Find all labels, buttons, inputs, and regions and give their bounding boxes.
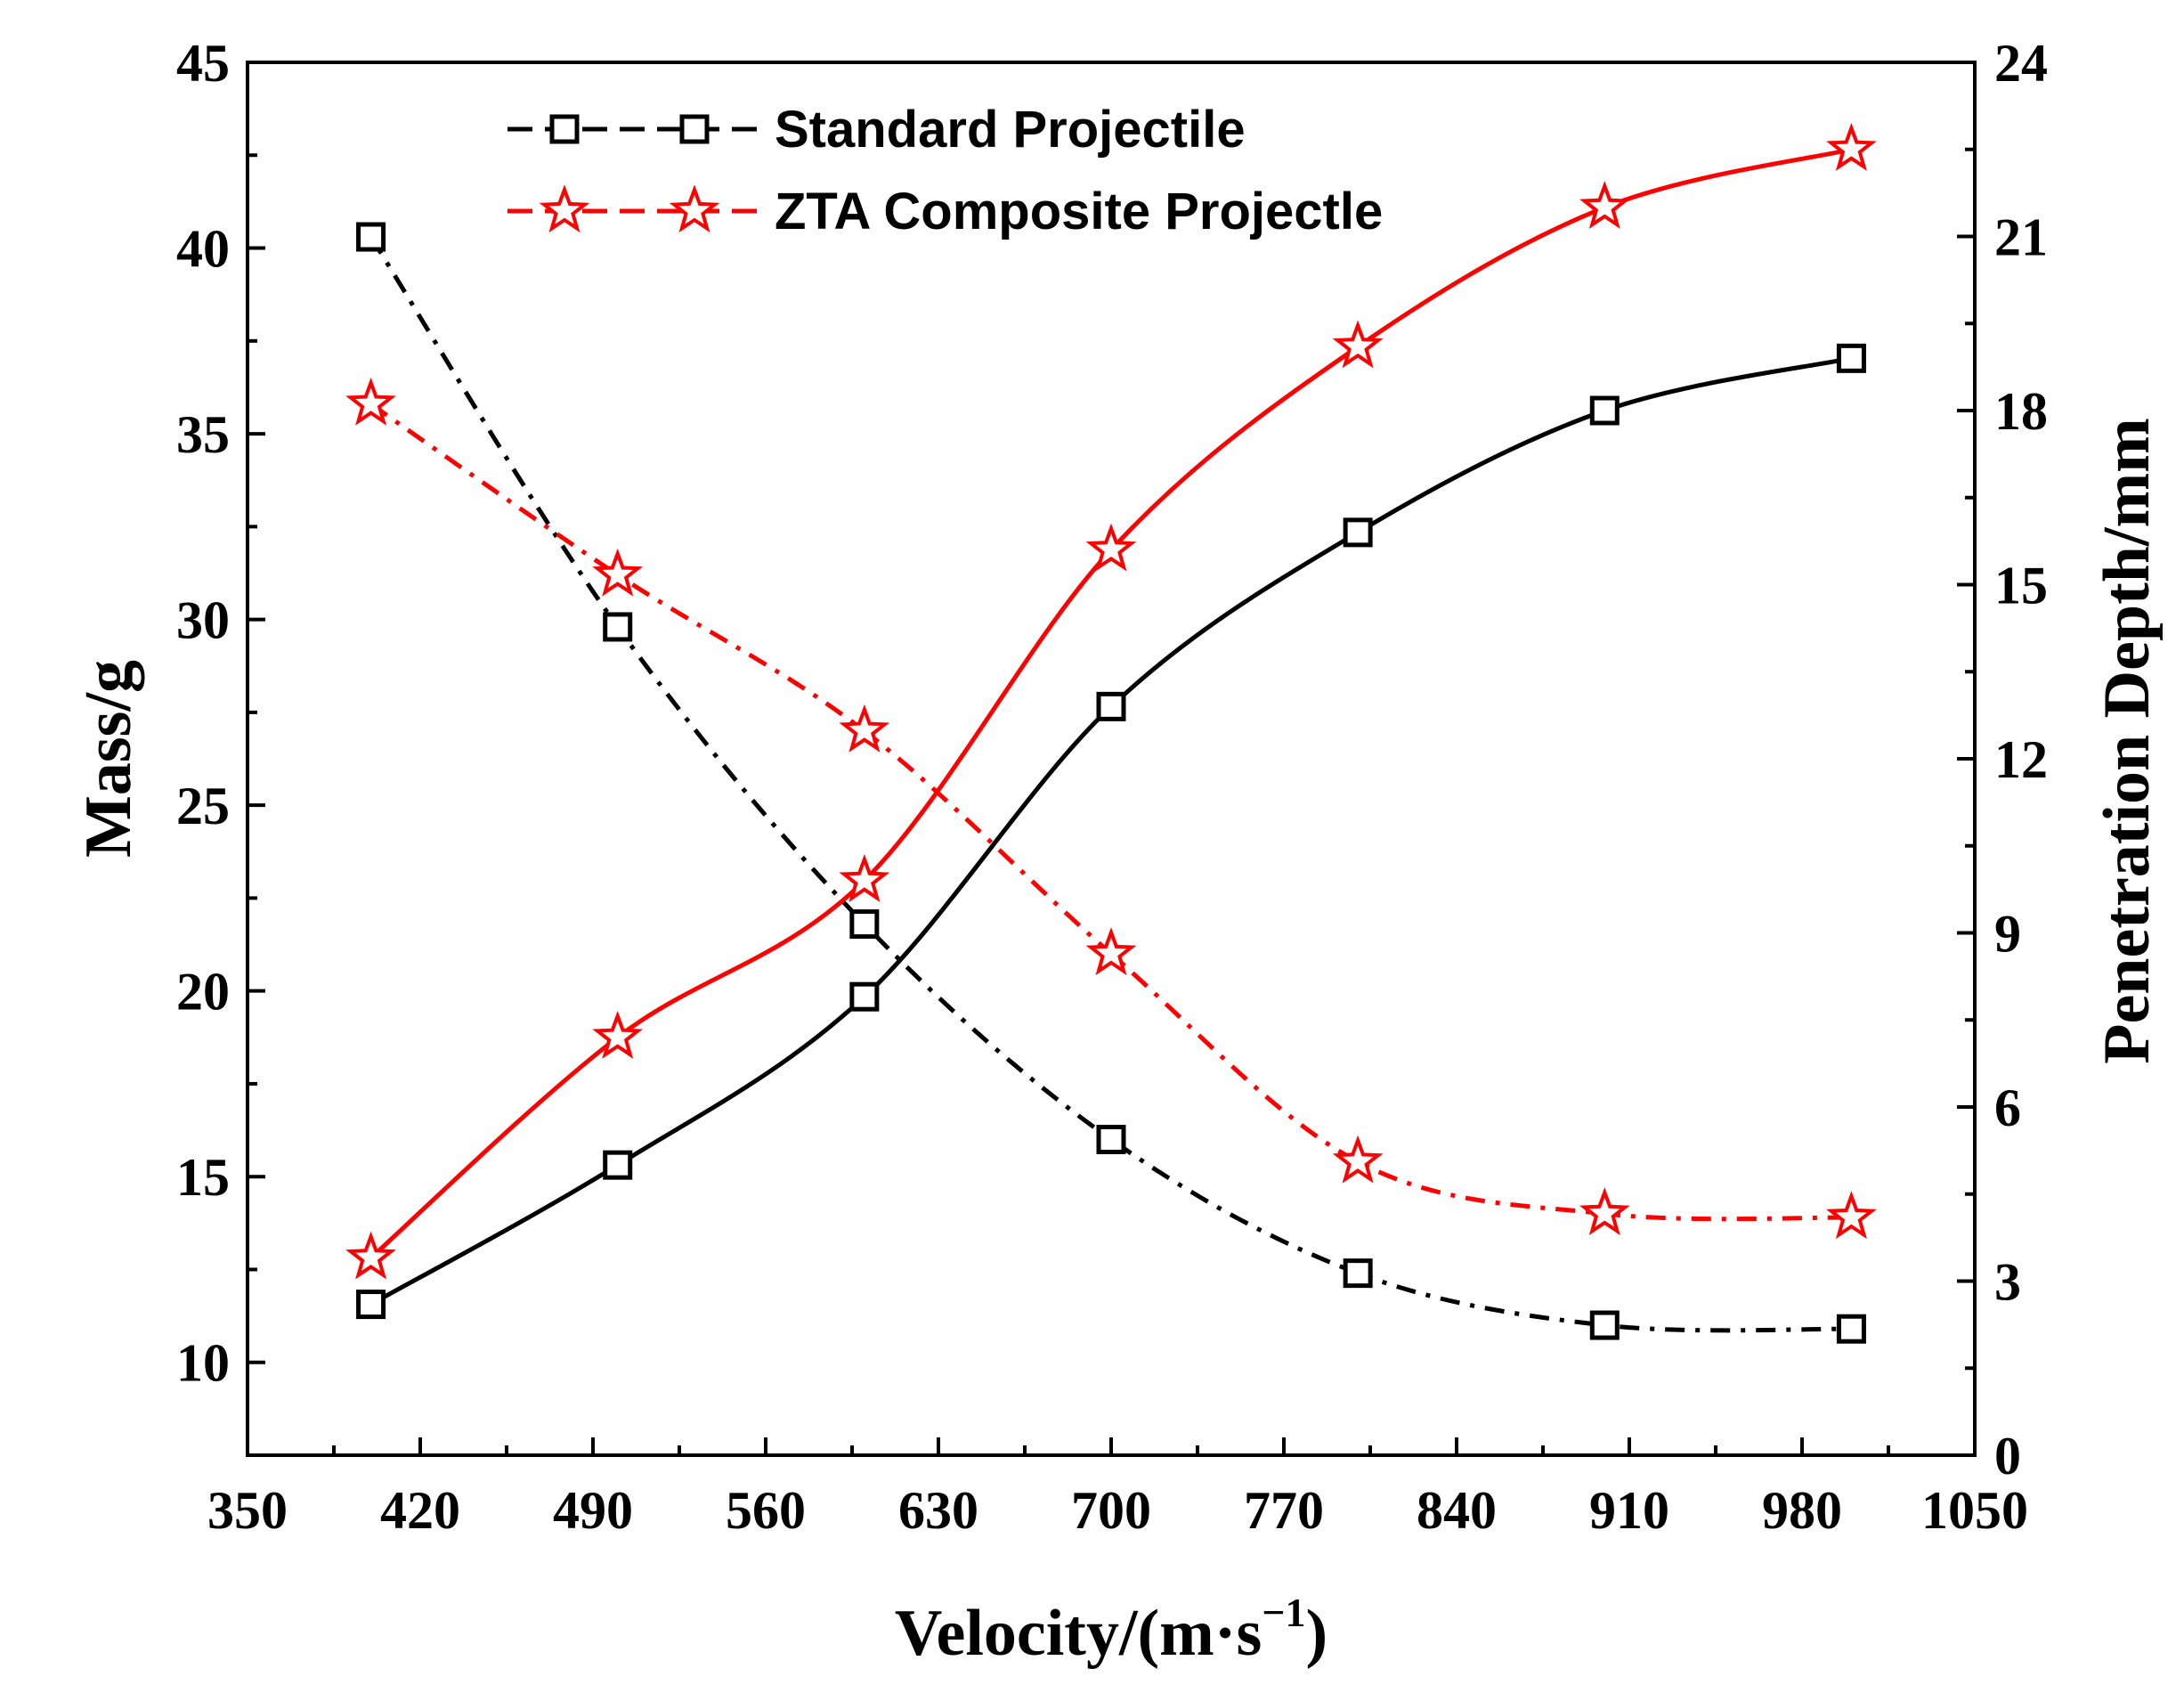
legend-marker-star — [539, 184, 590, 233]
x-tick-label: 770 — [1244, 1481, 1324, 1540]
left-y-tick-label: 10 — [176, 1334, 230, 1393]
plot-frame — [246, 61, 1977, 1457]
right-y-tick-label: 6 — [1994, 1078, 2021, 1137]
left-y-tick-label: 35 — [176, 405, 230, 464]
right-y-tick-label: 21 — [1994, 208, 2048, 267]
series-line-right-square — [369, 355, 1852, 1306]
data-point-star — [1579, 181, 1630, 229]
x-axis-title: Velocity/(m·s−1) — [895, 1590, 1327, 1670]
legend-marker-square — [549, 114, 580, 144]
data-point-square — [1343, 517, 1373, 548]
data-point-star — [345, 1231, 396, 1280]
data-point-star — [1579, 1187, 1630, 1235]
x-axis-title-superscript: −1 — [1262, 1590, 1305, 1635]
data-point-square — [849, 909, 880, 940]
x-tick-label: 1050 — [1921, 1481, 2028, 1540]
series-line-left-square — [369, 235, 1852, 1333]
data-point-square — [603, 612, 633, 642]
data-point-star — [1826, 123, 1877, 171]
x-tick-label: 420 — [380, 1481, 460, 1540]
data-point-square — [603, 1150, 633, 1180]
x-tick-label: 630 — [898, 1481, 978, 1540]
left-y-tick-label: 15 — [176, 1148, 230, 1207]
data-point-star — [1332, 1135, 1384, 1184]
data-point-star — [592, 1011, 643, 1059]
data-point-square — [1589, 395, 1620, 426]
x-tick-label: 700 — [1071, 1481, 1151, 1540]
x-tick-label: 560 — [726, 1481, 806, 1540]
data-point-square — [1836, 1314, 1866, 1344]
right-y-tick-label: 18 — [1994, 382, 2048, 441]
data-point-square — [1836, 343, 1866, 373]
right-y-tick-label: 3 — [1994, 1253, 2021, 1312]
data-point-star — [345, 377, 396, 426]
data-point-star — [1085, 927, 1137, 976]
data-point-star — [1085, 523, 1137, 572]
data-point-square — [1096, 691, 1126, 721]
series-markers — [345, 123, 1877, 1344]
left-y-tick-label: 20 — [176, 963, 230, 1021]
data-point-star — [839, 704, 890, 753]
legend: Standard Projectile ZTA Composite Project… — [507, 101, 1383, 240]
data-point-square — [1096, 1124, 1126, 1154]
data-point-square — [849, 981, 880, 1012]
plot-border — [246, 61, 1977, 1457]
right-y-tick-label: 15 — [1994, 557, 2048, 615]
data-point-square — [356, 1290, 386, 1320]
x-axis-ticks: 350 420 490 560 630 700 770 840 910 980 1050 — [207, 1437, 2028, 1540]
right-y-tick-label: 9 — [1994, 905, 2021, 964]
data-point-star — [1826, 1191, 1877, 1240]
data-point-star — [839, 853, 890, 902]
right-y-axis-title: Penetration Depth/mm — [2091, 418, 2164, 1063]
right-y-tick-label: 24 — [1994, 34, 2048, 93]
x-tick-label: 840 — [1417, 1481, 1497, 1540]
data-point-square — [356, 222, 386, 252]
legend-label: ZTA Composite Projectle — [775, 183, 1383, 240]
right-y-tick-label: 12 — [1994, 730, 2048, 789]
data-point-square — [1343, 1258, 1373, 1289]
x-axis-title-main: Velocity/(m·s — [895, 1597, 1262, 1670]
data-point-star — [592, 548, 644, 597]
data-point-square — [1589, 1310, 1620, 1340]
legend-marker-square — [679, 114, 710, 144]
legend-label: Standard Projectile — [775, 101, 1246, 159]
data-point-star — [1332, 320, 1384, 369]
x-tick-label: 910 — [1589, 1481, 1669, 1540]
x-tick-label: 490 — [553, 1481, 633, 1540]
left-y-tick-label: 45 — [176, 34, 230, 93]
x-tick-label: 350 — [207, 1481, 288, 1540]
x-axis-title-close: ) — [1305, 1597, 1327, 1670]
legend-marker-star — [669, 184, 720, 233]
left-y-axis-ticks: 10 15 20 25 30 35 40 45 — [176, 34, 265, 1393]
left-y-tick-label: 25 — [176, 777, 230, 835]
left-y-tick-label: 30 — [176, 591, 230, 650]
left-y-axis-title: Mass/g — [72, 660, 145, 858]
right-y-tick-label: 0 — [1994, 1427, 2021, 1485]
x-tick-label: 980 — [1762, 1481, 1842, 1540]
right-y-axis-ticks: 0 3 6 9 12 15 18 21 24 — [1957, 34, 2048, 1485]
left-y-tick-label: 40 — [176, 220, 230, 279]
